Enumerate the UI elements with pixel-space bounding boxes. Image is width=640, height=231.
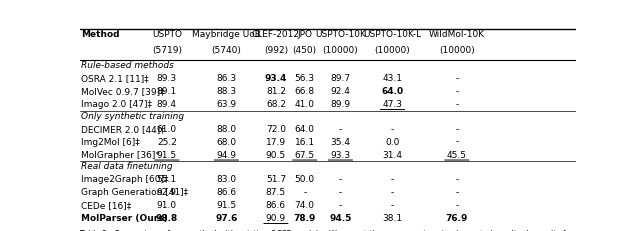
Text: Image2Graph [60]‡: Image2Graph [60]‡ <box>81 175 168 184</box>
Text: Maybridge UoB: Maybridge UoB <box>192 30 260 40</box>
Text: 64.0: 64.0 <box>294 125 315 134</box>
Text: 88.3: 88.3 <box>216 87 236 96</box>
Text: 64.0: 64.0 <box>381 87 404 96</box>
Text: 89.1: 89.1 <box>157 87 177 96</box>
Text: 91.0: 91.0 <box>157 201 177 210</box>
Text: Imago 2.0 [47]‡: Imago 2.0 [47]‡ <box>81 100 152 109</box>
Text: 90.9: 90.9 <box>266 214 286 223</box>
Text: MolParser (Ours): MolParser (Ours) <box>81 214 168 223</box>
Text: -: - <box>391 175 394 184</box>
Text: 93.4: 93.4 <box>265 74 287 83</box>
Text: 78.9: 78.9 <box>294 214 316 223</box>
Text: Table 2.  Comparison of our method with existing OCSR models.  We report the acc: Table 2. Comparison of our method with e… <box>80 230 569 231</box>
Text: Rule-based methods: Rule-based methods <box>81 61 174 70</box>
Text: -: - <box>455 138 459 147</box>
Text: Img2Mol [6]‡: Img2Mol [6]‡ <box>81 138 140 147</box>
Text: 94.5: 94.5 <box>329 214 351 223</box>
Text: 50.0: 50.0 <box>294 175 315 184</box>
Text: (992): (992) <box>264 46 288 55</box>
Text: (10000): (10000) <box>374 46 410 55</box>
Text: -: - <box>455 74 459 83</box>
Text: 91.5: 91.5 <box>216 201 236 210</box>
Text: WildMol-10K: WildMol-10K <box>429 30 485 40</box>
Text: -: - <box>455 188 459 197</box>
Text: -: - <box>391 125 394 134</box>
Text: -: - <box>339 188 342 197</box>
Text: 0.0: 0.0 <box>385 138 399 147</box>
Text: 88.0: 88.0 <box>216 125 236 134</box>
Text: -: - <box>455 175 459 184</box>
Text: 72.0: 72.0 <box>266 125 286 134</box>
Text: 38.1: 38.1 <box>383 214 403 223</box>
Text: -: - <box>391 188 394 197</box>
Text: -: - <box>455 125 459 134</box>
Text: 68.0: 68.0 <box>216 138 236 147</box>
Text: 91.5: 91.5 <box>157 151 177 160</box>
Text: 61.0: 61.0 <box>157 125 177 134</box>
Text: (10000): (10000) <box>323 46 358 55</box>
Text: 51.7: 51.7 <box>266 175 286 184</box>
Text: 68.2: 68.2 <box>266 100 286 109</box>
Text: -: - <box>455 201 459 210</box>
Text: USPTO-10K-L: USPTO-10K-L <box>364 30 422 40</box>
Text: 86.6: 86.6 <box>266 201 286 210</box>
Text: 63.9: 63.9 <box>216 100 236 109</box>
Text: 97.6: 97.6 <box>215 214 237 223</box>
Text: MolGrapher [36]*: MolGrapher [36]* <box>81 151 160 160</box>
Text: -: - <box>339 175 342 184</box>
Text: 25.2: 25.2 <box>157 138 177 147</box>
Text: 56.3: 56.3 <box>294 74 315 83</box>
Text: 43.1: 43.1 <box>383 74 403 83</box>
Text: 41.0: 41.0 <box>294 100 315 109</box>
Text: -: - <box>339 201 342 210</box>
Text: 89.3: 89.3 <box>157 74 177 83</box>
Text: -: - <box>339 125 342 134</box>
Text: 67.5: 67.5 <box>294 151 315 160</box>
Text: 66.8: 66.8 <box>294 87 315 96</box>
Text: DECIMER 2.0 [44]†: DECIMER 2.0 [44]† <box>81 125 164 134</box>
Text: CLEF-2012: CLEF-2012 <box>252 30 300 40</box>
Text: (5740): (5740) <box>211 46 241 55</box>
Text: Real data finetuning: Real data finetuning <box>81 162 173 171</box>
Text: -: - <box>455 100 459 109</box>
Text: 92.4: 92.4 <box>330 87 350 96</box>
Text: MolVec 0.9.7 [39]‡: MolVec 0.9.7 [39]‡ <box>81 87 164 96</box>
Text: USPTO: USPTO <box>152 30 182 40</box>
Text: 83.0: 83.0 <box>216 175 236 184</box>
Text: 31.4: 31.4 <box>383 151 403 160</box>
Text: 87.5: 87.5 <box>266 188 286 197</box>
Text: Method: Method <box>81 30 120 40</box>
Text: 90.5: 90.5 <box>266 151 286 160</box>
Text: -: - <box>391 201 394 210</box>
Text: Graph Generation [41]‡: Graph Generation [41]‡ <box>81 188 188 197</box>
Text: 98.8: 98.8 <box>156 214 178 223</box>
Text: (5719): (5719) <box>152 46 182 55</box>
Text: JPO: JPO <box>297 30 312 40</box>
Text: 76.9: 76.9 <box>446 214 468 223</box>
Text: 74.0: 74.0 <box>294 201 315 210</box>
Text: Only synthetic training: Only synthetic training <box>81 112 184 121</box>
Text: -: - <box>303 188 307 197</box>
Text: 86.6: 86.6 <box>216 188 236 197</box>
Text: 81.2: 81.2 <box>266 87 286 96</box>
Text: 35.4: 35.4 <box>330 138 351 147</box>
Text: 45.5: 45.5 <box>447 151 467 160</box>
Text: 89.9: 89.9 <box>330 100 351 109</box>
Text: (10000): (10000) <box>439 46 475 55</box>
Text: 16.1: 16.1 <box>294 138 315 147</box>
Text: 17.9: 17.9 <box>266 138 286 147</box>
Text: 55.1: 55.1 <box>157 175 177 184</box>
Text: 92.9: 92.9 <box>157 188 177 197</box>
Text: USPTO-10K: USPTO-10K <box>315 30 366 40</box>
Text: OSRA 2.1 [11]‡: OSRA 2.1 [11]‡ <box>81 74 148 83</box>
Text: 47.3: 47.3 <box>383 100 403 109</box>
Text: 89.4: 89.4 <box>157 100 177 109</box>
Text: 93.3: 93.3 <box>330 151 351 160</box>
Text: 94.9: 94.9 <box>216 151 236 160</box>
Text: CEDe [16]‡: CEDe [16]‡ <box>81 201 131 210</box>
Text: (450): (450) <box>292 46 317 55</box>
Text: 89.7: 89.7 <box>330 74 351 83</box>
Text: -: - <box>455 87 459 96</box>
Text: 86.3: 86.3 <box>216 74 236 83</box>
